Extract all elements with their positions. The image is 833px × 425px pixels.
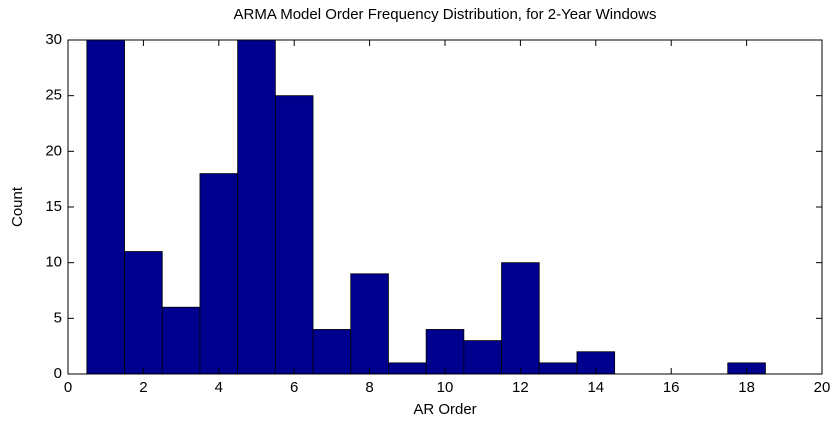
x-tick-label: 2 — [139, 379, 147, 396]
y-tick-label: 20 — [45, 142, 62, 159]
y-tick-label: 30 — [45, 31, 62, 48]
x-tick-label: 20 — [814, 379, 831, 396]
bar — [463, 340, 502, 375]
y-tick-label: 10 — [45, 254, 62, 271]
x-tick-label: 8 — [365, 379, 373, 396]
y-tick-label: 0 — [54, 365, 62, 382]
bar — [237, 39, 276, 375]
x-tick-label: 16 — [663, 379, 680, 396]
chart-title: ARMA Model Order Frequency Distribution,… — [234, 6, 657, 23]
y-tick-label: 25 — [45, 87, 62, 104]
x-tick-label: 6 — [290, 379, 298, 396]
x-tick-label: 14 — [587, 379, 604, 396]
x-tick-label: 10 — [437, 379, 454, 396]
y-tick-label: 15 — [45, 198, 62, 215]
bar — [161, 306, 201, 375]
bar — [350, 273, 389, 375]
x-tick-label: 12 — [512, 379, 529, 396]
bar — [199, 173, 239, 375]
y-axis-label: Count — [9, 186, 26, 227]
y-tick-label: 5 — [54, 309, 62, 326]
bar — [86, 39, 125, 375]
bar — [538, 362, 578, 375]
x-tick-label: 4 — [215, 379, 223, 396]
bar — [501, 262, 540, 375]
bar — [274, 95, 314, 375]
bar — [388, 362, 427, 375]
x-axis-label: AR Order — [413, 401, 476, 418]
x-tick-label: 18 — [738, 379, 755, 396]
bar — [425, 329, 465, 375]
x-tick-label: 0 — [64, 379, 72, 396]
bar — [312, 329, 352, 375]
bar — [124, 251, 163, 375]
